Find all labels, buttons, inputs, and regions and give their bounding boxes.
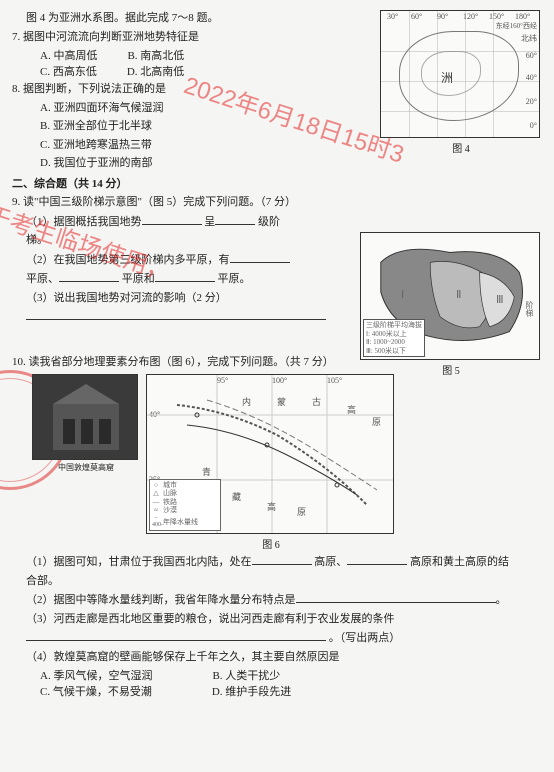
section-2-title: 二、综合题（共 14 分） xyxy=(12,176,342,193)
content-column: 图 4 为亚洲水系图。据此完成 7～8 题。 7. 据图中河流流向判断亚洲地势特… xyxy=(12,10,342,326)
f4-tick: 30° xyxy=(387,12,398,21)
q10-images: 中国敦煌莫高窟 95° 100° 105° 40° 35° xyxy=(32,374,542,551)
f4-tick: 90° xyxy=(437,12,448,21)
f4-tick: 60° xyxy=(411,12,422,21)
f5-legend: 三级阶梯平均海拔 Ⅰ: 4000米以上 Ⅱ: 1000~2000 Ⅲ: 500米… xyxy=(363,319,425,357)
f4-tick: 180° xyxy=(515,12,530,21)
f6-legend: ○城市 △山脉 —铁路 ≈沙漠 –400–年降水量线 xyxy=(149,479,221,531)
q10-photo: 中国敦煌莫高窟 xyxy=(32,374,140,551)
q10-block: 10. 读我省部分地理要素分布图（图 6），完成下列问题。（共 7 分） 中国敦… xyxy=(12,354,542,700)
figure-6-map: 95° 100° 105° 40° 35° xyxy=(146,374,394,534)
q8-opt-c: C. 亚洲地跨寒温热三带 xyxy=(12,137,342,154)
f4-tick: 60° xyxy=(526,51,537,60)
q10-p3: （3）河西走廊是西北地区重要的粮仓，说出河西走廊有利于农业发展的条件 xyxy=(12,611,542,628)
q9-p1: （1）据图概括我国地势 呈 级阶 xyxy=(12,213,342,231)
q10-p4: （4）敦煌莫高窟的壁画能够保存上千年之久，其主要自然原因是 xyxy=(12,649,542,666)
f4-tick: 东经160°西经 xyxy=(496,21,537,31)
blank[interactable] xyxy=(26,308,326,320)
f5-legend-title: 三级阶梯平均海拔 xyxy=(366,321,422,329)
q10-opt-c: C. 气候干燥，不易受潮 xyxy=(40,683,152,699)
blank[interactable] xyxy=(252,553,312,565)
q7-stem: 7. 据图中河流流向判断亚洲地势特征是 xyxy=(12,29,342,46)
f5-legend-row: Ⅰ: 4000米以上 xyxy=(366,330,422,338)
q9-p1-cont: 梯。 xyxy=(12,232,342,249)
f4-tick: 北纬 xyxy=(521,33,537,44)
q8-stem: 8. 据图判断，下列说法正确的是 xyxy=(12,81,342,98)
blank[interactable] xyxy=(215,213,255,225)
dunhuang-photo xyxy=(32,374,138,460)
q10-opt-b: B. 人类干扰少 xyxy=(212,667,280,683)
photo-svg xyxy=(33,374,137,460)
q8-opt-a: A. 亚洲四面环海气候湿润 xyxy=(12,100,342,117)
q10-p2: （2）据图中等降水量线判断，我省年降水量分布特点是。 xyxy=(12,591,542,609)
blank[interactable] xyxy=(296,591,496,603)
f5-r2: Ⅱ xyxy=(456,288,461,301)
q10-p1-cont: 合部。 xyxy=(12,573,542,590)
q7-opt-d: D. 北高南低 xyxy=(127,63,184,79)
figure-4-label: 图 4 xyxy=(380,140,542,155)
f4-label: 洲 xyxy=(441,69,461,86)
q7-opt-a: A. 中高周低 xyxy=(40,47,97,63)
blank[interactable] xyxy=(26,629,326,641)
q7-opt-b: B. 南高北低 xyxy=(127,47,184,63)
q10-opts-row2: C. 气候干燥，不易受潮 D. 维护手段先进 xyxy=(12,683,542,699)
q7-opt-c: C. 西高东低 xyxy=(40,63,97,79)
q10-photo-caption: 中国敦煌莫高窟 xyxy=(32,462,140,473)
figure-5: Ⅰ Ⅱ Ⅲ 阶梯 三级阶梯平均海拔 Ⅰ: 4000米以上 Ⅱ: 1000~200… xyxy=(360,232,542,377)
intro-text: 图 4 为亚洲水系图。据此完成 7～8 题。 xyxy=(12,10,342,27)
f5-side: 阶梯 xyxy=(524,301,535,317)
q7-opts-row2: C. 西高东低 D. 北高南低 xyxy=(12,63,342,79)
q8-opt-b: B. 亚洲全部位于北半球 xyxy=(12,118,342,135)
f4-tick: 20° xyxy=(526,97,537,106)
blank[interactable] xyxy=(59,270,119,282)
blank[interactable] xyxy=(155,270,215,282)
q9-p3: （3）说出我国地势对河流的影响（2 分） xyxy=(12,290,342,307)
f5-r3: Ⅲ xyxy=(496,293,504,306)
q9-p2b: 平原、 平原和 平原。 xyxy=(12,270,342,288)
q9-stem: 9. 读"中国三级阶梯示意图"（图 5）完成下列问题。（7 分） xyxy=(12,194,342,211)
blank[interactable] xyxy=(142,213,202,225)
q8-opt-d: D. 我国位于亚洲的南部 xyxy=(12,155,342,172)
f4-tick: 150° xyxy=(489,12,504,21)
f5-r1: Ⅰ xyxy=(401,288,404,301)
f4-tick: 0° xyxy=(530,121,537,130)
q9-p2: （2）在我国地势第三级阶梯内多平原，有 xyxy=(12,251,342,269)
figure-5-map: Ⅰ Ⅱ Ⅲ 阶梯 三级阶梯平均海拔 Ⅰ: 4000米以上 Ⅱ: 1000~200… xyxy=(360,232,540,360)
figure-4-map: 30° 60° 90° 120° 150° 180° 东经160°西经 北纬 6… xyxy=(380,10,540,138)
q10-p1: （1）据图可知，甘肃位于我国西北内陆，处在 高原、 高原和黄土高原的结 xyxy=(12,553,542,571)
blank[interactable] xyxy=(347,553,407,565)
q10-opt-a: A. 季风气候，空气湿润 xyxy=(40,667,152,683)
figure-4: 30° 60° 90° 120° 150° 180° 东经160°西经 北纬 6… xyxy=(380,10,542,155)
q10-opt-d: D. 维护手段先进 xyxy=(212,683,291,699)
figure-6-label: 图 6 xyxy=(146,536,396,551)
q10-map: 95° 100° 105° 40° 35° xyxy=(146,374,396,551)
q7-opts-row1: A. 中高周低 B. 南高北低 xyxy=(12,47,342,63)
q10-p3-blank: 。（写出两点） xyxy=(12,629,542,647)
f5-legend-row: Ⅲ: 500米以下 xyxy=(366,347,422,355)
blank[interactable] xyxy=(230,251,290,263)
f5-legend-row: Ⅱ: 1000~2000 xyxy=(366,338,422,346)
q9-p3-blank xyxy=(12,308,342,326)
q10-opts-row1: A. 季风气候，空气湿润 B. 人类干扰少 xyxy=(12,667,542,683)
